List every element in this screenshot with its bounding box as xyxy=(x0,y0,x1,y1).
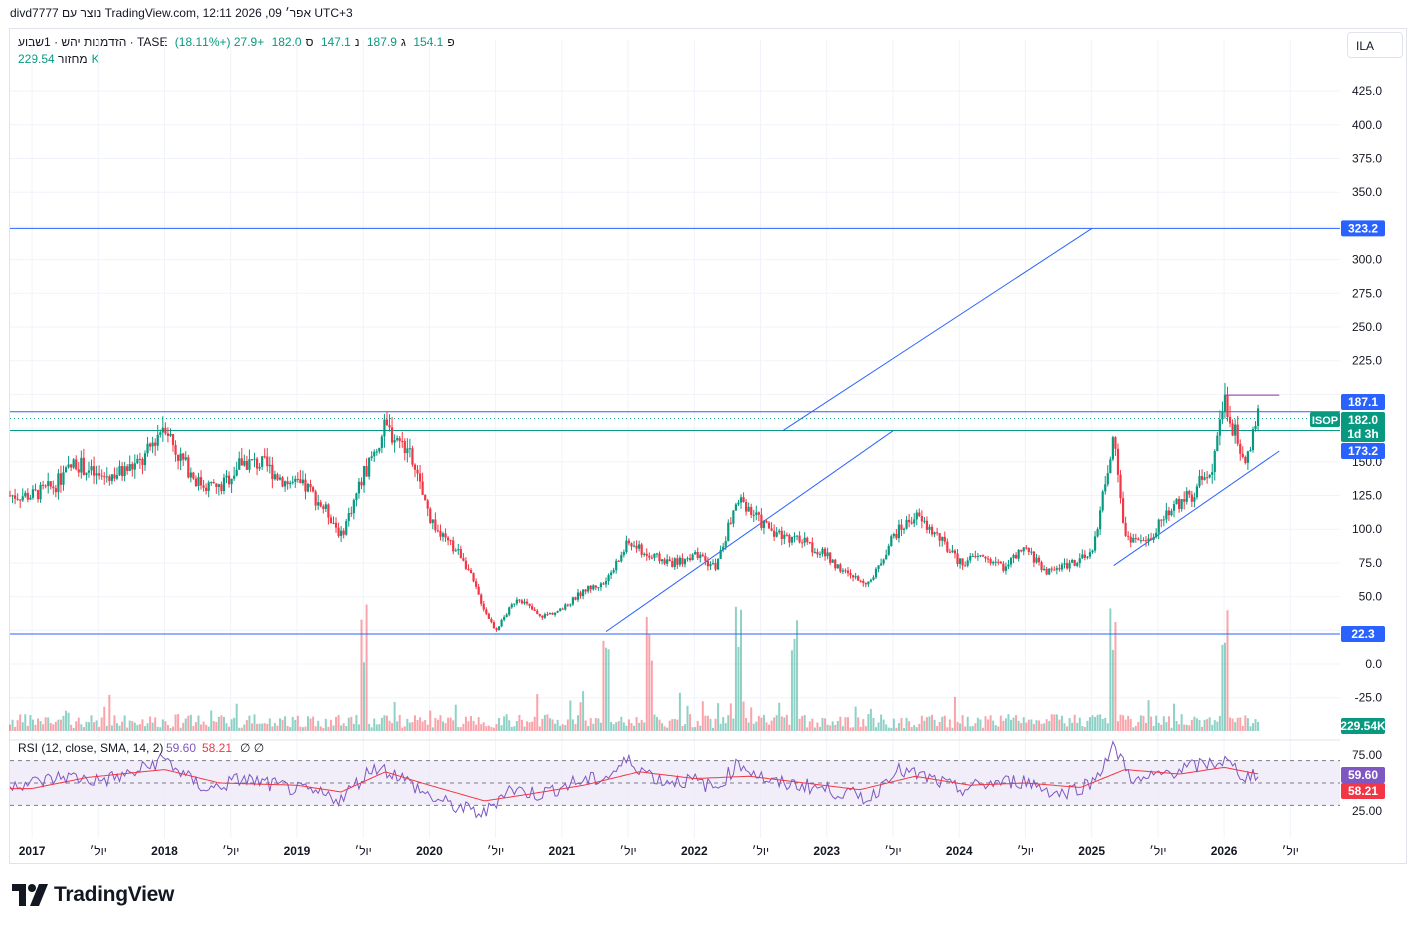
high-label: ג xyxy=(400,35,406,49)
close-value: 182.0 xyxy=(271,35,302,49)
ohlc-legend[interactable]: הזדמנות יהש · 1שבוע · TASE פ154.1 ג187.9… xyxy=(18,35,459,49)
currency-button[interactable]: ILA xyxy=(1347,32,1403,58)
chart-frame xyxy=(9,28,1407,864)
brand-name: TradingView xyxy=(54,883,175,906)
change-value: +27.9 (+18.11%) xyxy=(174,35,265,49)
low-value: 147.1 xyxy=(320,35,351,49)
low-label: נ xyxy=(354,35,360,49)
volume-value: 229.54K xyxy=(18,52,100,66)
tradingview-logo: TradingView xyxy=(12,882,174,908)
open-value: 154.1 xyxy=(413,35,444,49)
open-label: פ xyxy=(447,35,455,49)
volume-legend[interactable]: מחזור 229.54K xyxy=(18,52,104,66)
high-value: 187.9 xyxy=(366,35,397,49)
symbol-title[interactable]: הזדמנות יהש · 1שבוע · TASE xyxy=(18,35,168,49)
close-label: ס xyxy=(305,35,314,49)
chart-caption: divd7777 נוצר עם TradingView.com, 12:11 … xyxy=(10,6,353,20)
volume-label: מחזור xyxy=(58,52,88,66)
tradingview-icon xyxy=(12,884,48,906)
